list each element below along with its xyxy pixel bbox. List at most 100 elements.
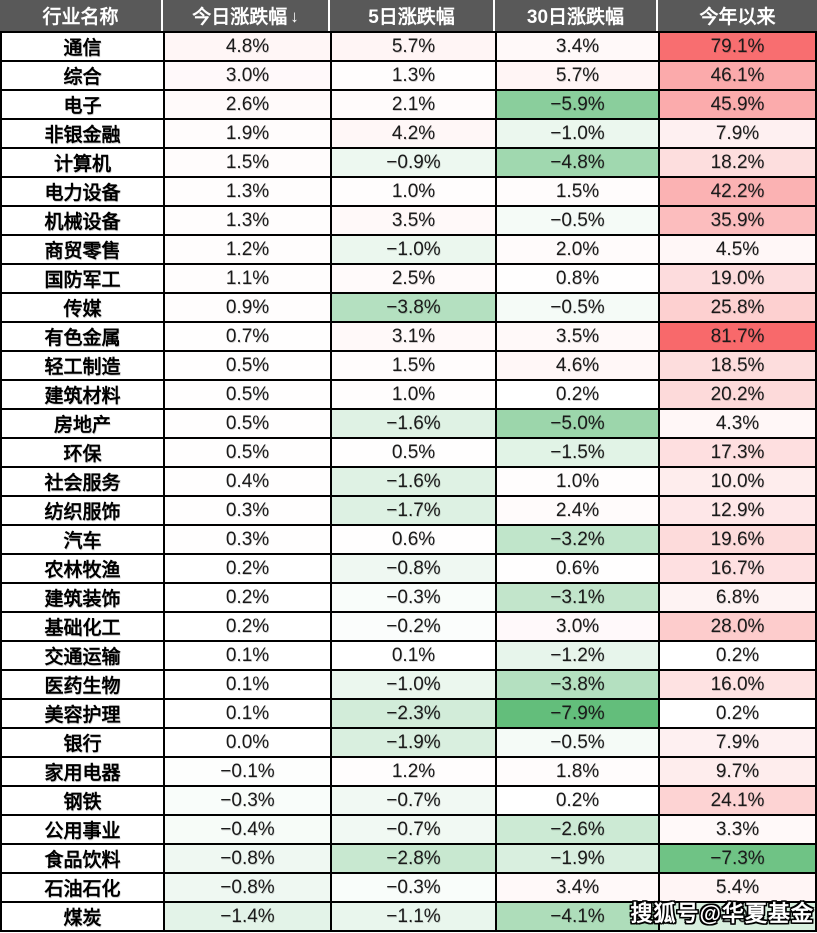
- 5day-change-cell: 0.6%: [330, 526, 495, 553]
- ytd-change-cell: 6.8%: [658, 584, 817, 611]
- today-change-cell: 4.8%: [163, 33, 330, 60]
- industry-name-cell: 房地产: [0, 410, 163, 437]
- industry-name-cell: 社会服务: [0, 468, 163, 495]
- today-change-cell: 0.5%: [163, 381, 330, 408]
- ytd-change-cell: 79.1%: [658, 33, 817, 60]
- 5day-change-cell: −0.7%: [330, 816, 495, 843]
- industry-name-cell: 农林牧渔: [0, 555, 163, 582]
- column-header-ytd[interactable]: 今年以来: [658, 0, 817, 31]
- table-row: 社会服务 0.4% −1.6% 1.0% 10.0%: [0, 468, 817, 497]
- ytd-change-cell: 7.9%: [658, 120, 817, 147]
- today-change-cell: −0.1%: [163, 758, 330, 785]
- column-header-industry[interactable]: 行业名称: [0, 0, 161, 31]
- industry-name-cell: 通信: [0, 33, 163, 60]
- 30day-change-cell: −7.9%: [495, 700, 658, 727]
- table-row: 轻工制造 0.5% 1.5% 4.6% 18.5%: [0, 352, 817, 381]
- today-change-cell: −0.8%: [163, 845, 330, 872]
- 5day-change-cell: −1.9%: [330, 729, 495, 756]
- 30day-change-cell: 5.7%: [495, 62, 658, 89]
- today-change-cell: −0.8%: [163, 874, 330, 901]
- ytd-change-cell: 16.0%: [658, 671, 817, 698]
- 30day-change-cell: 4.6%: [495, 352, 658, 379]
- table-row: 医药生物 0.1% −1.0% −3.8% 16.0%: [0, 671, 817, 700]
- today-change-cell: 0.0%: [163, 729, 330, 756]
- industry-name-cell: 银行: [0, 729, 163, 756]
- column-header-label: 30日涨跌幅: [526, 7, 625, 28]
- 5day-change-cell: 4.2%: [330, 120, 495, 147]
- table-row: 电力设备 1.3% 1.0% 1.5% 42.2%: [0, 178, 817, 207]
- 5day-change-cell: 2.1%: [330, 91, 495, 118]
- table-row: 钢铁 −0.3% −0.7% 0.2% 24.1%: [0, 787, 817, 816]
- today-change-cell: 1.3%: [163, 178, 330, 205]
- 30day-change-cell: 0.6%: [495, 555, 658, 582]
- ytd-change-cell: 19.0%: [658, 265, 817, 292]
- table-row: 商贸零售 1.2% −1.0% 2.0% 4.5%: [0, 236, 817, 265]
- today-change-cell: 0.3%: [163, 497, 330, 524]
- 30day-change-cell: −0.5%: [495, 729, 658, 756]
- 30day-change-cell: 2.4%: [495, 497, 658, 524]
- table-row: 交通运输 0.1% 0.1% −1.2% 0.2%: [0, 642, 817, 671]
- 30day-change-cell: −0.5%: [495, 207, 658, 234]
- today-change-cell: 0.9%: [163, 294, 330, 321]
- ytd-change-cell: 17.3%: [658, 439, 817, 466]
- 5day-change-cell: 2.5%: [330, 265, 495, 292]
- 30day-change-cell: −2.6%: [495, 816, 658, 843]
- 30day-change-cell: 0.8%: [495, 265, 658, 292]
- column-header-30day[interactable]: 30日涨跌幅: [495, 0, 656, 31]
- 5day-change-cell: −2.8%: [330, 845, 495, 872]
- 30day-change-cell: 3.5%: [495, 323, 658, 350]
- ytd-change-cell: 46.1%: [658, 62, 817, 89]
- industry-name-cell: 钢铁: [0, 787, 163, 814]
- industry-name-cell: 纺织服饰: [0, 497, 163, 524]
- 5day-change-cell: −0.8%: [330, 555, 495, 582]
- 5day-change-cell: −0.3%: [330, 584, 495, 611]
- column-header-5day[interactable]: 5日涨跌幅: [330, 0, 493, 31]
- industry-name-cell: 公用事业: [0, 816, 163, 843]
- table-row: 传媒 0.9% −3.8% −0.5% 25.8%: [0, 294, 817, 323]
- 5day-change-cell: −1.6%: [330, 468, 495, 495]
- ytd-change-cell: 12.9%: [658, 497, 817, 524]
- 30day-change-cell: −0.5%: [495, 294, 658, 321]
- table-row: 石油石化 −0.8% −0.3% 3.4% 5.4%: [0, 874, 817, 903]
- today-change-cell: 1.5%: [163, 149, 330, 176]
- industry-name-cell: 机械设备: [0, 207, 163, 234]
- table-row: 农林牧渔 0.2% −0.8% 0.6% 16.7%: [0, 555, 817, 584]
- 5day-change-cell: −1.7%: [330, 497, 495, 524]
- 30day-change-cell: −1.0%: [495, 120, 658, 147]
- column-header-label: 今日涨跌幅: [192, 7, 288, 28]
- 30day-change-cell: −1.2%: [495, 642, 658, 669]
- today-change-cell: −0.4%: [163, 816, 330, 843]
- 30day-change-cell: −3.2%: [495, 526, 658, 553]
- today-change-cell: 0.2%: [163, 613, 330, 640]
- today-change-cell: 0.5%: [163, 410, 330, 437]
- today-change-cell: 0.3%: [163, 526, 330, 553]
- ytd-change-cell: 20.2%: [658, 381, 817, 408]
- ytd-change-cell: 35.9%: [658, 207, 817, 234]
- 30day-change-cell: −4.8%: [495, 149, 658, 176]
- column-header-today[interactable]: 今日涨跌幅 ↓: [163, 0, 328, 31]
- 5day-change-cell: 1.3%: [330, 62, 495, 89]
- today-change-cell: 2.6%: [163, 91, 330, 118]
- 30day-change-cell: 1.5%: [495, 178, 658, 205]
- today-change-cell: 1.2%: [163, 236, 330, 263]
- today-change-cell: 0.2%: [163, 555, 330, 582]
- ytd-change-cell: 0.2%: [658, 700, 817, 727]
- 30day-change-cell: 3.4%: [495, 33, 658, 60]
- column-header-label: 行业名称: [42, 7, 119, 28]
- ytd-change-cell: 25.8%: [658, 294, 817, 321]
- table-row: 食品饮料 −0.8% −2.8% −1.9% −7.3%: [0, 845, 817, 874]
- ytd-change-cell: 4.3%: [658, 410, 817, 437]
- 5day-change-cell: −0.9%: [330, 149, 495, 176]
- industry-name-cell: 建筑装饰: [0, 584, 163, 611]
- 5day-change-cell: −0.7%: [330, 787, 495, 814]
- ytd-change-cell: 5.4%: [658, 874, 817, 901]
- ytd-change-cell: 7.9%: [658, 729, 817, 756]
- 5day-change-cell: 5.7%: [330, 33, 495, 60]
- table-row: 公用事业 −0.4% −0.7% −2.6% 3.3%: [0, 816, 817, 845]
- 30day-change-cell: −3.1%: [495, 584, 658, 611]
- table-row: 计算机 1.5% −0.9% −4.8% 18.2%: [0, 149, 817, 178]
- 30day-change-cell: −1.9%: [495, 845, 658, 872]
- industry-name-cell: 非银金融: [0, 120, 163, 147]
- industry-name-cell: 计算机: [0, 149, 163, 176]
